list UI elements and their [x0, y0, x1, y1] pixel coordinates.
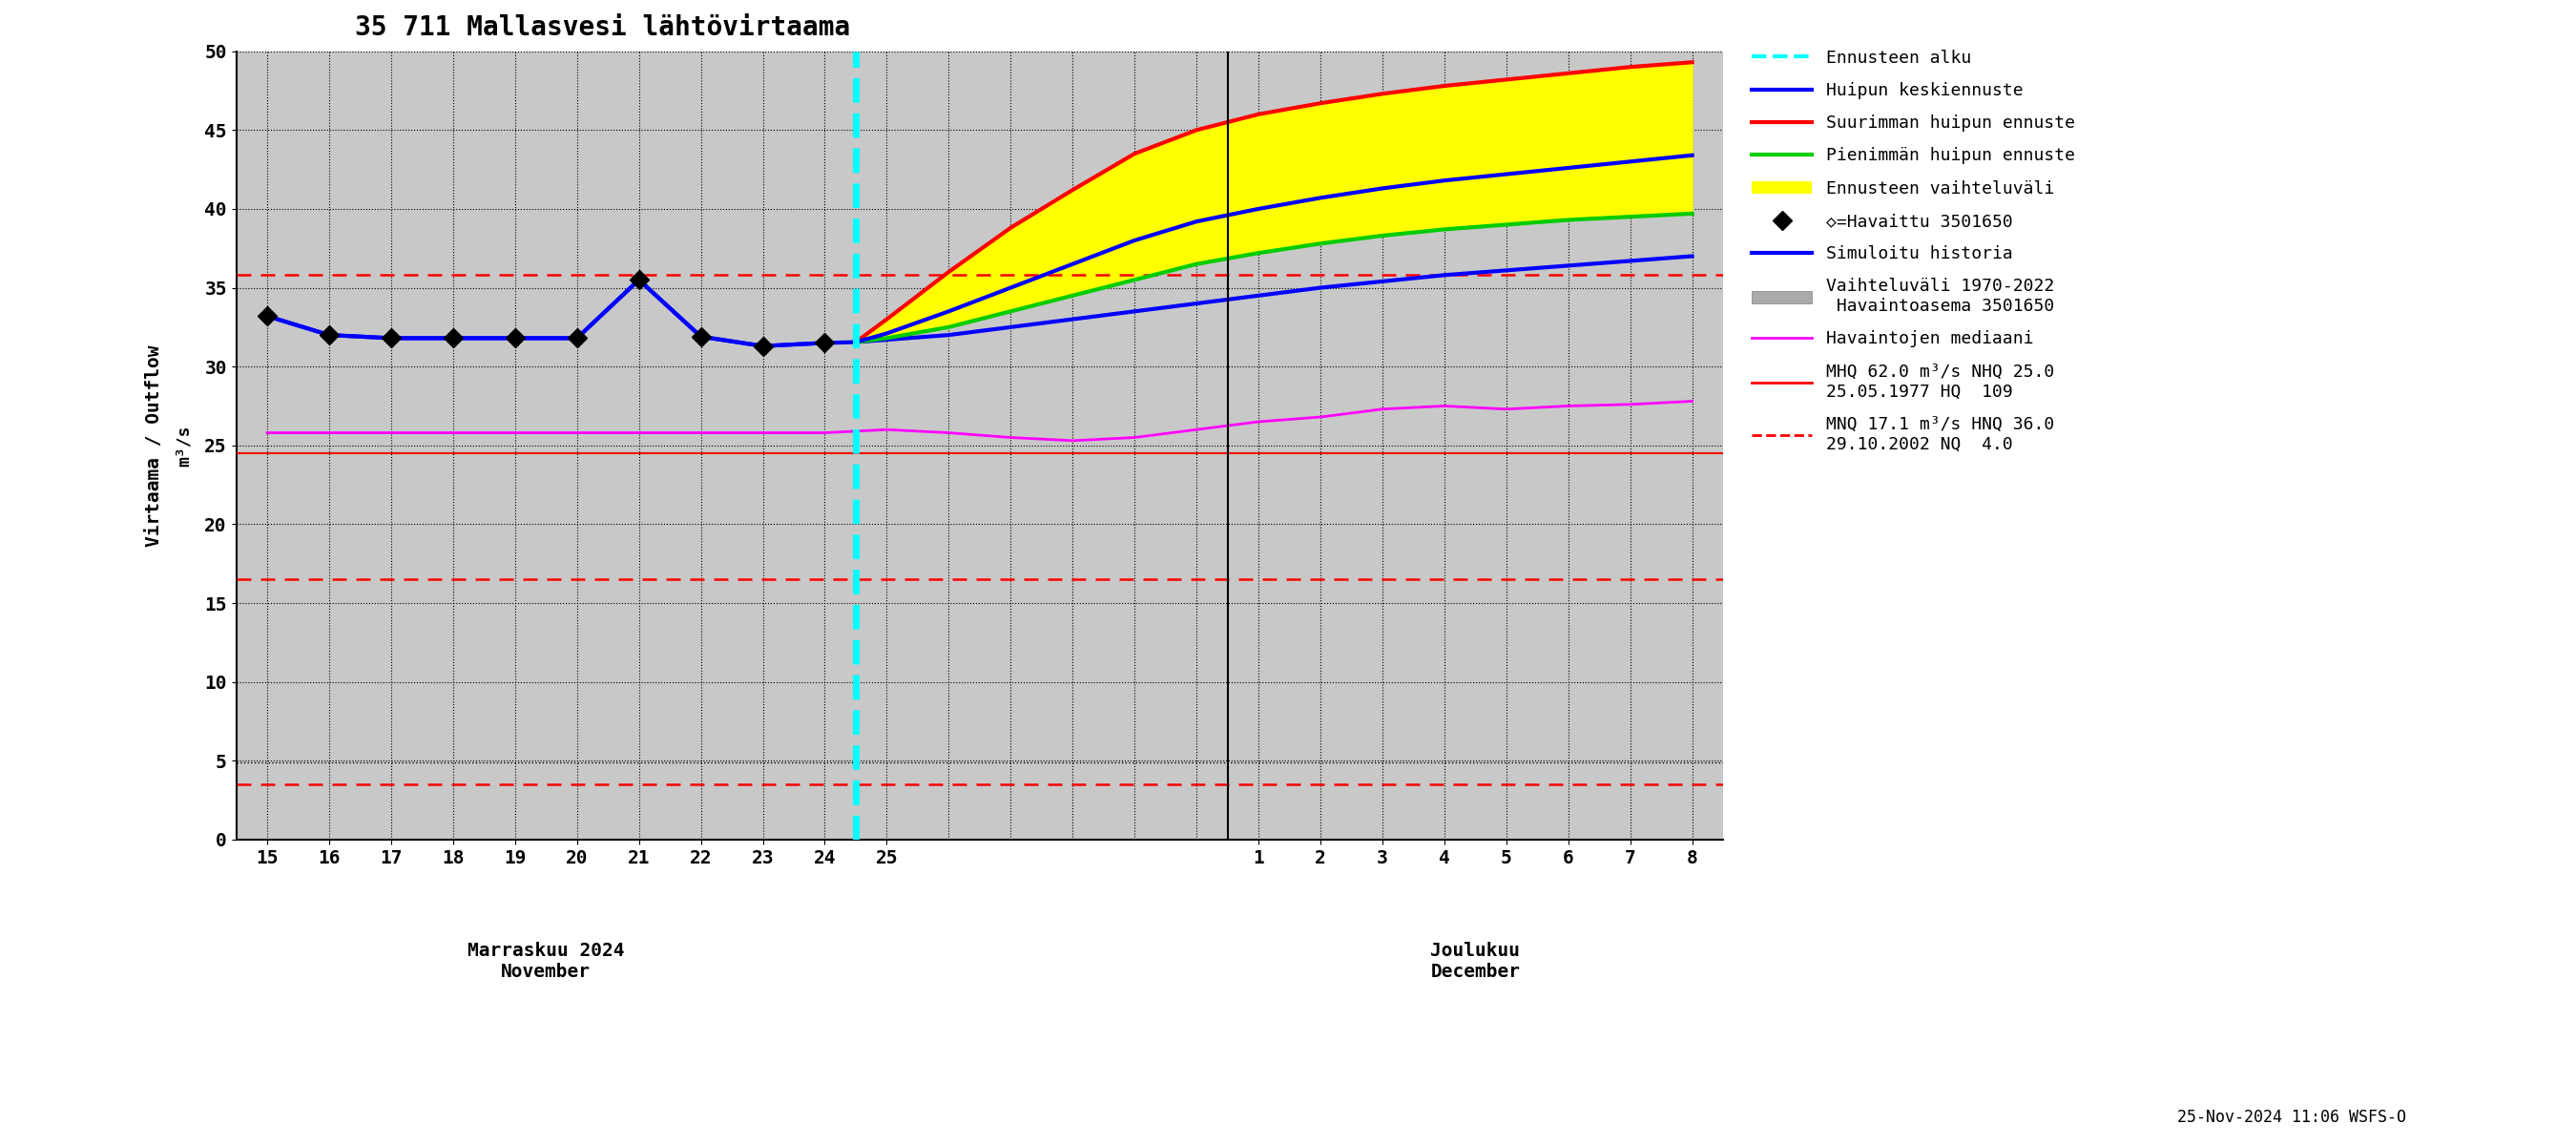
Text: 35 711 Mallasvesi lähtövirtaama: 35 711 Mallasvesi lähtövirtaama [355, 14, 850, 41]
Text: Marraskuu 2024
November: Marraskuu 2024 November [466, 942, 623, 981]
Text: 25-Nov-2024 11:06 WSFS-O: 25-Nov-2024 11:06 WSFS-O [2177, 1108, 2406, 1126]
Text: Virtaama / Outflow: Virtaama / Outflow [144, 345, 162, 546]
Text: Joulukuu
December: Joulukuu December [1430, 942, 1520, 981]
Legend: Ennusteen alku, Huipun keskiennuste, Suurimman huipun ennuste, Pienimmän huipun : Ennusteen alku, Huipun keskiennuste, Suu… [1747, 44, 2079, 458]
Text: m³/s: m³/s [175, 425, 193, 466]
